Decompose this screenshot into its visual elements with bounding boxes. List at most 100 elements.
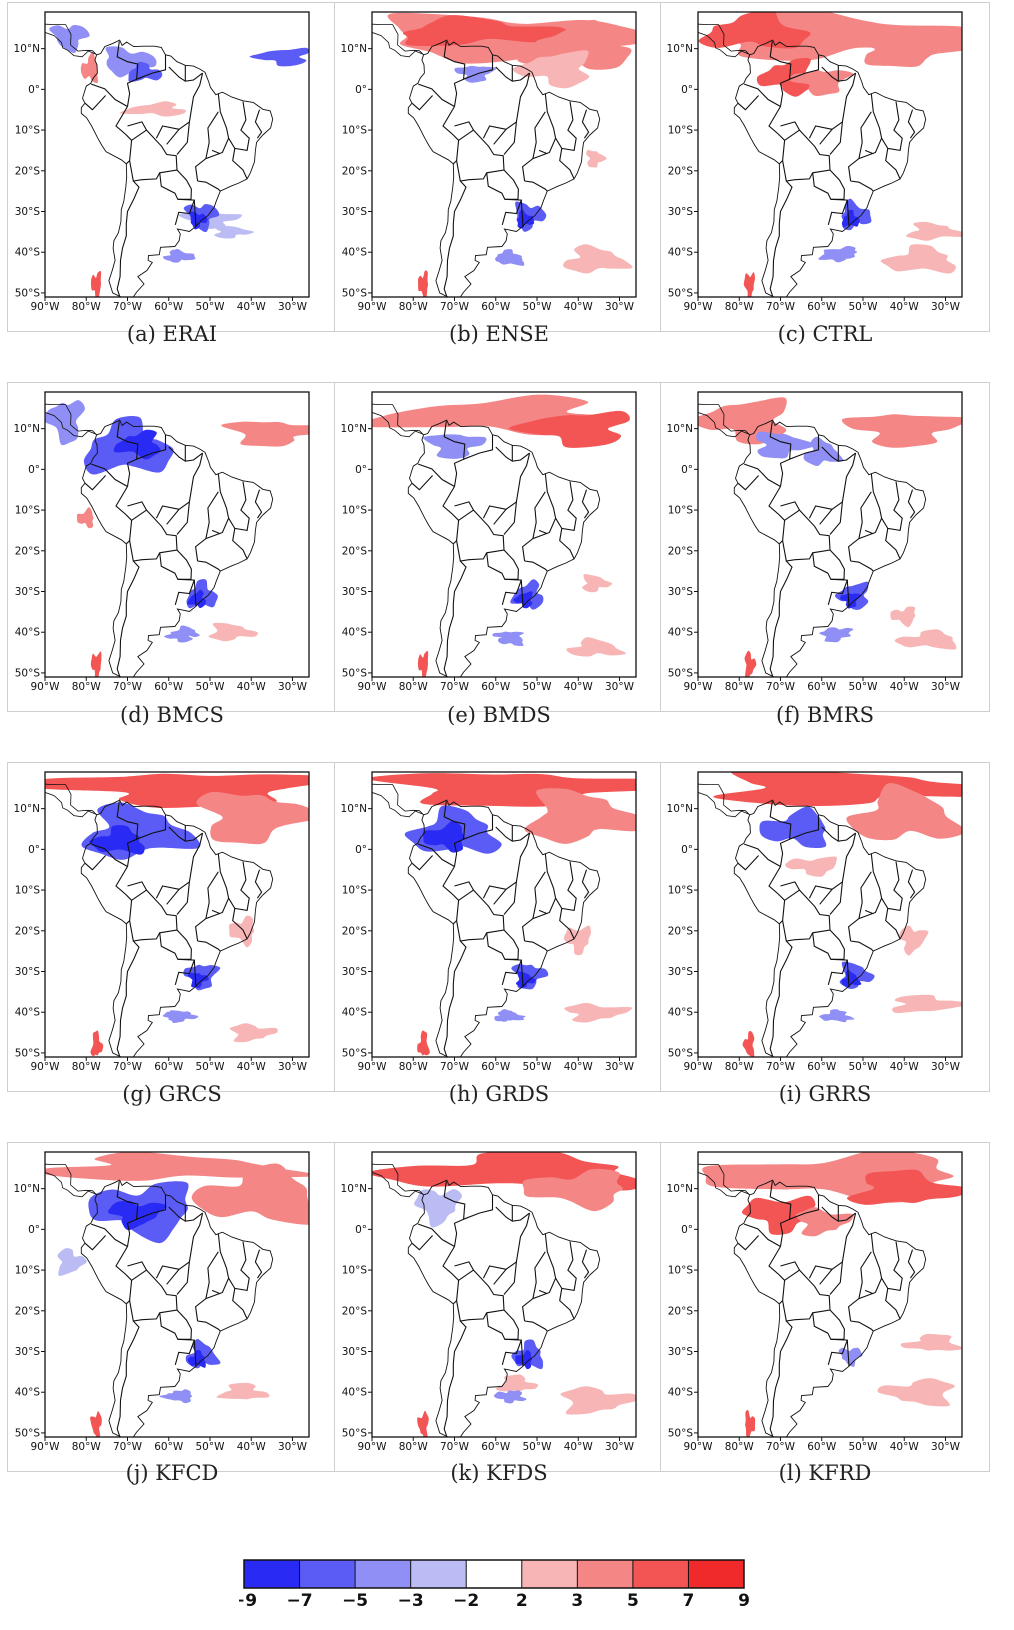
lat-tick-label: 10°S [15, 505, 41, 517]
lon-tick-label: 50°W [196, 1061, 226, 1073]
lon-tick-label: 40°W [890, 301, 920, 313]
lon-tick-label: 50°W [849, 1441, 879, 1453]
lat-tick-label: 30°S [668, 966, 694, 978]
lat-tick-label: 30°S [15, 206, 41, 218]
colorbar-swatch [577, 1560, 633, 1588]
map-graphic: 10°N 0° 10°S 20°S 30°S 40°S 50°S 90°W 80°W 70°W 60… [8, 383, 338, 713]
lon-tick-label: 90°W [358, 1441, 388, 1453]
map-panel-l: 10°N 0° 10°S 20°S 30°S 40°S 50°S 90°W 80°W 70°W 60… [660, 1142, 990, 1472]
map-panel-e: 10°N 0° 10°S 20°S 30°S 40°S 50°S 90°W 80°W 70°W 60… [334, 382, 664, 712]
lat-tick-label: 10°N [14, 1183, 40, 1195]
map-panel-k: 10°N 0° 10°S 20°S 30°S 40°S 50°S 90°W 80°W 70°W 60… [334, 1142, 664, 1472]
lat-tick-label: 40°S [342, 1387, 368, 1399]
lat-tick-label: 20°S [668, 925, 694, 937]
lon-tick-label: 30°W [278, 301, 308, 313]
lon-tick-label: 40°W [237, 681, 267, 693]
lon-tick-label: 30°W [931, 1061, 961, 1073]
lon-tick-label: 30°W [605, 681, 635, 693]
lon-tick-label: 80°W [72, 301, 102, 313]
lat-tick-label: 40°S [668, 627, 694, 639]
lon-tick-label: 60°W [154, 681, 184, 693]
lon-tick-label: 50°W [196, 681, 226, 693]
lon-tick-label: 40°W [237, 301, 267, 313]
lat-tick-label: 20°S [342, 165, 368, 177]
map-panel-i: 10°N 0° 10°S 20°S 30°S 40°S 50°S 90°W 80°W 70°W 60… [660, 762, 990, 1092]
map-graphic: 10°N 0° 10°S 20°S 30°S 40°S 50°S 90°W 80°W 70°W 60… [661, 763, 991, 1093]
lat-tick-label: 50°S [668, 1427, 694, 1439]
map-panel-f: 10°N 0° 10°S 20°S 30°S 40°S 50°S 90°W 80°W 70°W 60… [660, 382, 990, 712]
lon-tick-label: 90°W [31, 1441, 61, 1453]
lat-tick-label: 30°S [15, 586, 41, 598]
lat-tick-label: 30°S [668, 206, 694, 218]
lat-tick-label: 30°S [15, 966, 41, 978]
lat-tick-label: 0° [28, 464, 40, 476]
lon-tick-label: 70°W [766, 301, 796, 313]
lat-tick-label: 10°N [14, 43, 40, 55]
lat-tick-label: 0° [681, 1224, 693, 1236]
lon-tick-label: 30°W [278, 681, 308, 693]
map-panel-c: 10°N 0° 10°S 20°S 30°S 40°S 50°S 90°W 80°W 70°W 60… [660, 2, 990, 332]
panel-caption: (d) BMCS [7, 703, 337, 727]
lat-tick-label: 0° [681, 84, 693, 96]
panel-caption: (a) ERAI [7, 322, 337, 346]
lon-tick-label: 30°W [278, 1061, 308, 1073]
colorbar-tick-label: −3 [398, 1591, 424, 1611]
lat-tick-label: 40°S [342, 627, 368, 639]
lon-tick-label: 40°W [564, 1441, 594, 1453]
lon-tick-label: 60°W [481, 681, 511, 693]
lat-tick-label: 40°S [342, 247, 368, 259]
lat-tick-label: 50°S [342, 287, 368, 299]
colorbar-swatch [355, 1560, 411, 1588]
lat-tick-label: 10°N [667, 43, 693, 55]
lon-tick-label: 60°W [154, 1441, 184, 1453]
lon-tick-label: 40°W [564, 301, 594, 313]
colorbar-swatch [300, 1560, 356, 1588]
lon-tick-label: 70°W [766, 681, 796, 693]
lat-tick-label: 30°S [668, 586, 694, 598]
lon-tick-label: 60°W [481, 1061, 511, 1073]
map-panel-b: 10°N 0° 10°S 20°S 30°S 40°S 50°S 90°W 80°W 70°W 60… [334, 2, 664, 332]
lat-tick-label: 10°S [668, 125, 694, 137]
lat-tick-label: 50°S [15, 667, 41, 679]
lon-tick-label: 80°W [72, 1061, 102, 1073]
map-panel-a: 10°N 0° 10°S 20°S 30°S 40°S 50°S 90°W 80°W 70°W 60… [7, 2, 337, 332]
lat-tick-label: 30°S [342, 206, 368, 218]
lat-tick-label: 10°N [667, 803, 693, 815]
lon-tick-label: 60°W [807, 1441, 837, 1453]
lat-tick-label: 40°S [15, 627, 41, 639]
lon-tick-label: 90°W [31, 301, 61, 313]
map-panel-h: 10°N 0° 10°S 20°S 30°S 40°S 50°S 90°W 80°W 70°W 60… [334, 762, 664, 1092]
lon-tick-label: 80°W [725, 1441, 755, 1453]
lon-tick-label: 30°W [931, 1441, 961, 1453]
lon-tick-label: 70°W [766, 1061, 796, 1073]
lon-tick-label: 30°W [605, 1061, 635, 1073]
lat-tick-label: 10°S [342, 505, 368, 517]
map-graphic: 10°N 0° 10°S 20°S 30°S 40°S 50°S 90°W 80°W 70°W 60… [335, 383, 665, 713]
lon-tick-label: 60°W [807, 681, 837, 693]
colorbar-tick-label: 7 [683, 1591, 695, 1611]
lat-tick-label: 20°S [15, 165, 41, 177]
lat-tick-label: 50°S [668, 667, 694, 679]
panel-caption: (i) GRRS [660, 1082, 990, 1106]
colorbar-tick-label: 2 [516, 1591, 528, 1611]
panel-caption: (f) BMRS [660, 703, 990, 727]
lon-tick-label: 60°W [481, 301, 511, 313]
map-graphic: 10°N 0° 10°S 20°S 30°S 40°S 50°S 90°W 80°W 70°W 60… [8, 3, 338, 333]
lat-tick-label: 10°S [342, 125, 368, 137]
colorbar-tick-label: −2 [453, 1591, 479, 1611]
lon-tick-label: 50°W [196, 1441, 226, 1453]
map-graphic: 10°N 0° 10°S 20°S 30°S 40°S 50°S 90°W 80°W 70°W 60… [335, 1143, 665, 1473]
colorbar-swatch [466, 1560, 522, 1588]
lon-tick-label: 80°W [399, 1441, 429, 1453]
lon-tick-label: 60°W [807, 1061, 837, 1073]
lon-tick-label: 40°W [564, 1061, 594, 1073]
lat-tick-label: 0° [355, 464, 367, 476]
panel-caption: (c) CTRL [660, 322, 990, 346]
lon-tick-label: 50°W [849, 681, 879, 693]
lon-tick-label: 50°W [849, 1061, 879, 1073]
lat-tick-label: 10°N [341, 423, 367, 435]
map-graphic: 10°N 0° 10°S 20°S 30°S 40°S 50°S 90°W 80°W 70°W 60… [335, 3, 665, 333]
panel-caption: (g) GRCS [7, 1082, 337, 1106]
lat-tick-label: 20°S [668, 1305, 694, 1317]
lat-tick-label: 20°S [15, 925, 41, 937]
